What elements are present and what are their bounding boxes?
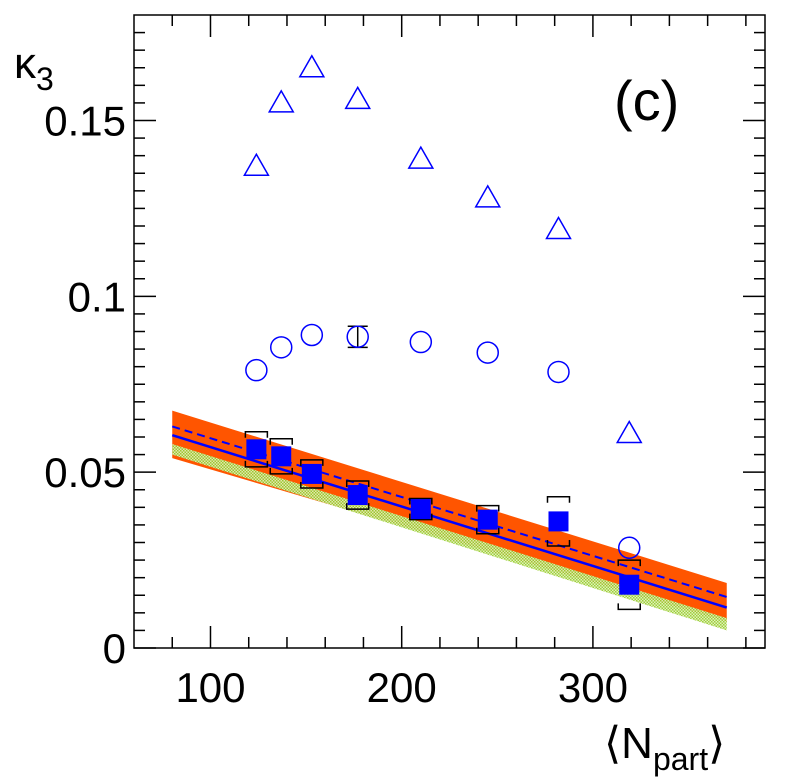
y-tick-label: 0	[103, 625, 126, 672]
syst-box	[345, 480, 370, 510]
triangle-point	[298, 54, 326, 78]
circle-point	[476, 341, 499, 364]
triangle-point	[545, 216, 572, 240]
x-tick-label: 100	[175, 664, 245, 711]
circle-point	[346, 325, 369, 349]
syst-box	[409, 497, 433, 521]
triangle-point	[243, 152, 270, 176]
triangle-point	[615, 419, 643, 444]
circle-point	[409, 330, 433, 354]
y-axis-label-sub: 3	[36, 61, 54, 97]
x-tick-label: 300	[558, 664, 628, 711]
syst-box	[617, 559, 641, 611]
circle-point	[300, 323, 324, 347]
systematic-boxes	[244, 430, 641, 611]
syst-box	[300, 459, 324, 489]
y-axis-label: κ3	[14, 39, 54, 97]
square-point	[548, 511, 569, 532]
x-tick-label: 200	[367, 664, 437, 711]
axis-ticks: 100 200 300 0 0.05 0.1 0.15	[44, 15, 765, 711]
triangle-point	[344, 85, 372, 110]
square-point	[477, 509, 498, 530]
x-axis-label-sub: part	[653, 741, 708, 777]
square-point	[271, 446, 292, 467]
triangle-point	[267, 89, 295, 113]
circle-point	[547, 360, 570, 384]
x-axis-label-main: ⟨N	[604, 719, 653, 768]
y-tick-label: 0.05	[44, 449, 126, 496]
y-tick-label: 0.1	[68, 273, 126, 320]
square-point	[347, 485, 368, 506]
syst-box	[269, 438, 293, 475]
y-tick-label: 0.15	[44, 98, 126, 145]
panel-label: (c)	[614, 69, 679, 132]
circle-point	[617, 536, 641, 560]
square-point	[246, 439, 267, 460]
syst-box	[546, 496, 571, 547]
triangle-point	[474, 184, 502, 208]
syst-box	[475, 504, 500, 535]
square-point	[619, 574, 640, 595]
x-axis-label-close: ⟩	[708, 719, 725, 768]
x-axis-label: ⟨Npart⟩	[604, 719, 725, 777]
circle-point	[269, 336, 293, 359]
green-band	[172, 444, 727, 631]
orange-band	[172, 410, 727, 622]
triangle-point	[407, 145, 435, 169]
square-point	[301, 463, 322, 484]
data-points	[243, 54, 643, 595]
y-axis-label-main: κ	[14, 39, 37, 88]
fit-solid-line	[171, 434, 728, 609]
circle-point	[245, 358, 268, 382]
syst-box	[244, 430, 269, 468]
bands-group	[172, 410, 727, 631]
square-point	[410, 499, 431, 520]
